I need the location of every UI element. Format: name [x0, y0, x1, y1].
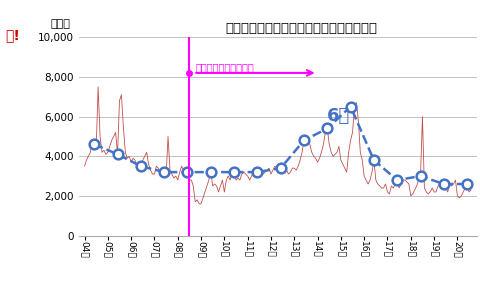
Text: （戸）: （戸） — [51, 19, 71, 29]
Title: 分譲マンション着工戸数の推移（東京都）: 分譲マンション着工戸数の推移（東京都） — [225, 22, 377, 35]
Text: リーマンショック以降: リーマンショック以降 — [195, 62, 253, 72]
Text: マ!: マ! — [5, 28, 20, 42]
Text: 6月: 6月 — [326, 107, 350, 125]
